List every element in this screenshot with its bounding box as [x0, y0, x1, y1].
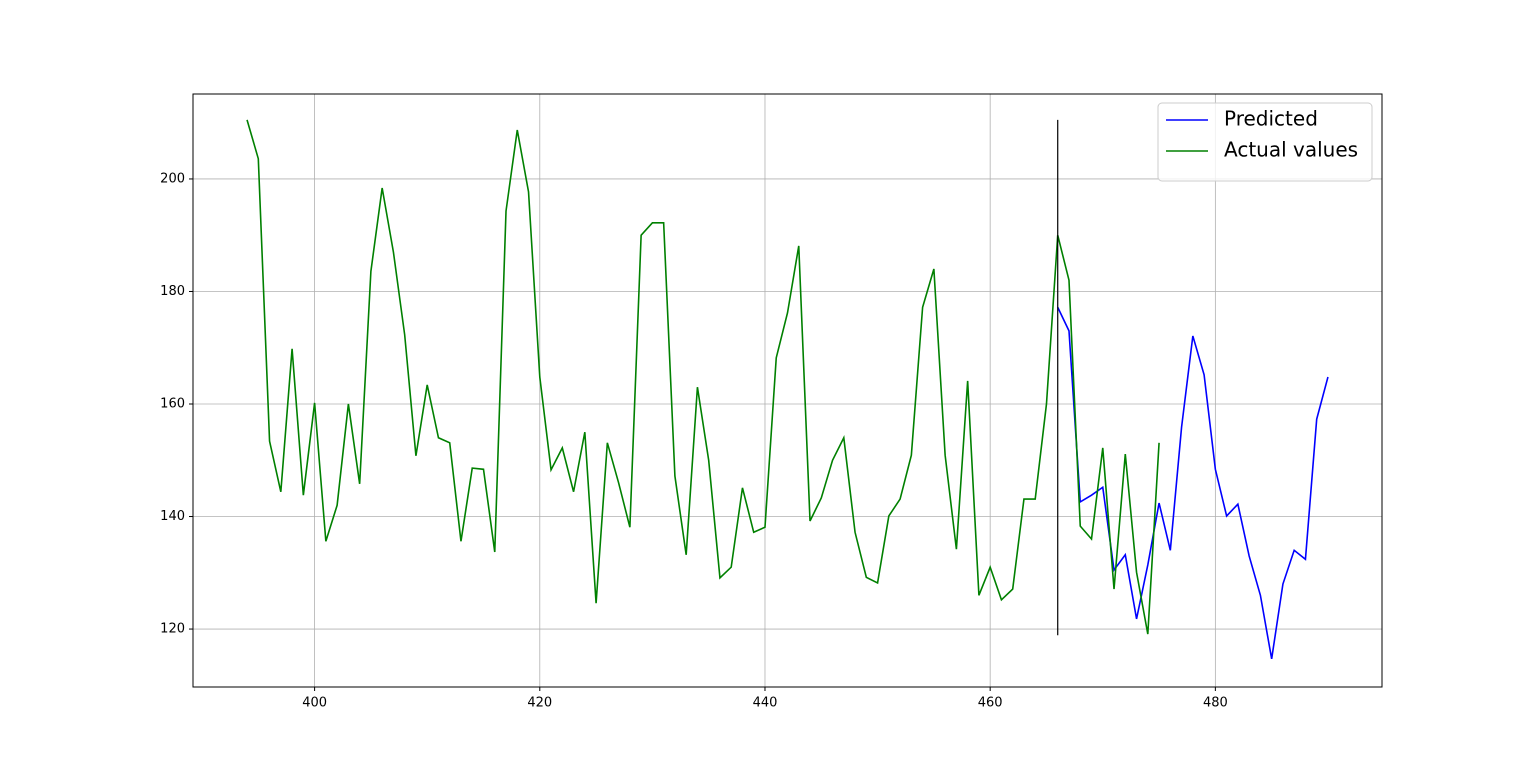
legend-box — [1157, 102, 1373, 182]
x-tick-label: 440 — [753, 696, 778, 711]
x-tick-label: 460 — [978, 696, 1003, 711]
y-tick-label: 160 — [160, 397, 185, 412]
y-tick-label: 180 — [160, 284, 185, 299]
legend-label: Predicted — [1224, 107, 1318, 131]
x-tick-label: 480 — [1203, 696, 1228, 711]
x-tick-label: 420 — [527, 696, 552, 711]
legend-label: Actual values — [1224, 138, 1358, 162]
plot-frame — [192, 93, 1383, 688]
x-tick-label: 400 — [302, 696, 327, 711]
y-tick-label: 200 — [160, 171, 185, 186]
legend: Predicted Actual values — [1157, 102, 1373, 182]
series-line — [1057, 306, 1329, 660]
y-tick-label: 120 — [160, 622, 185, 637]
y-tick-label: 140 — [160, 509, 185, 524]
series-line — [246, 119, 1160, 635]
